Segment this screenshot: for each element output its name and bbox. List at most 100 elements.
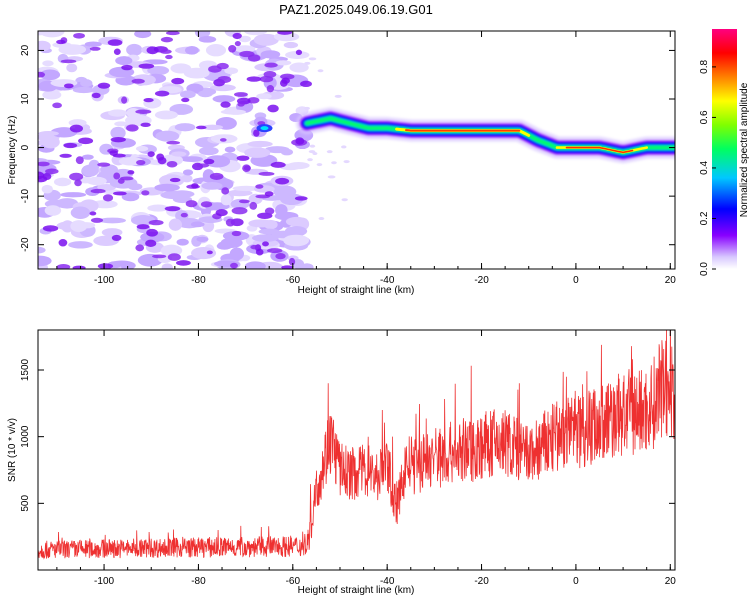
noise-blob xyxy=(110,126,126,140)
noise-blob xyxy=(84,41,102,47)
noise-blob-strong xyxy=(230,262,238,269)
noise-blob xyxy=(154,183,180,192)
noise-blob xyxy=(220,109,247,115)
noise-blob xyxy=(229,247,245,261)
noise-blob xyxy=(198,35,217,43)
noise-blob-strong xyxy=(146,228,158,237)
y-tick-label: 20 xyxy=(20,44,31,56)
snr-frame xyxy=(37,329,676,571)
noise-blob-strong xyxy=(246,76,262,82)
noise-blob-strong xyxy=(249,201,258,210)
noise-blob xyxy=(108,109,128,117)
noise-blob xyxy=(169,103,194,115)
noise-blob-strong xyxy=(231,230,242,237)
noise-blob xyxy=(170,63,192,74)
noise-blob-strong xyxy=(169,177,181,183)
noise-blob-strong xyxy=(234,92,248,97)
noise-speck xyxy=(308,57,317,61)
noise-blob xyxy=(172,195,193,204)
noise-blob xyxy=(260,50,281,59)
x-tick-label: 0 xyxy=(573,576,579,587)
snr-y-label: SNR (10 * v/v) xyxy=(7,418,18,482)
noise-blob xyxy=(114,121,128,127)
noise-blob xyxy=(44,205,62,216)
noise-blob xyxy=(115,56,133,66)
noise-blob-strong xyxy=(216,62,229,70)
noise-speck xyxy=(334,94,342,98)
x-tick-label: -40 xyxy=(380,576,395,587)
noise-blob xyxy=(283,234,310,247)
noise-blob-strong xyxy=(228,44,237,53)
noise-blob-strong xyxy=(154,90,170,97)
colorbar-tick-label: 0.0 xyxy=(699,262,710,276)
noise-blob xyxy=(126,43,143,56)
noise-blob xyxy=(191,247,217,260)
noise-blob xyxy=(81,154,94,160)
noise-blob-strong xyxy=(111,234,122,241)
noise-blob xyxy=(53,177,72,187)
spectrogram-y-label: Frequency (Hz) xyxy=(7,116,18,185)
noise-blob xyxy=(209,84,236,92)
noise-blob xyxy=(227,189,253,197)
y-tick-label: 10 xyxy=(20,93,31,105)
x-tick-label: -100 xyxy=(94,275,114,286)
noise-blob-strong xyxy=(191,183,199,189)
noise-blob xyxy=(256,93,272,100)
noise-blob-strong xyxy=(288,257,296,266)
noise-blob-strong xyxy=(264,62,278,68)
noise-blob-strong xyxy=(275,253,286,260)
x-tick-label: 0 xyxy=(573,275,579,286)
noise-blob-strong xyxy=(255,248,264,256)
noise-blob-strong xyxy=(250,244,260,250)
noise-blob-strong xyxy=(148,219,164,226)
noise-blob-strong xyxy=(166,160,178,168)
noise-blob xyxy=(134,31,152,39)
noise-speck xyxy=(304,106,310,110)
noise-blob-strong xyxy=(262,241,269,247)
noise-blob xyxy=(196,236,209,242)
noise-blob-strong xyxy=(196,163,210,168)
noise-blob-strong xyxy=(60,59,77,64)
noise-blob xyxy=(66,63,78,73)
noise-blob-strong xyxy=(200,201,213,208)
noise-blob xyxy=(251,234,279,242)
noise-blob-strong xyxy=(75,156,84,165)
noise-blob xyxy=(264,146,290,154)
noise-blob-strong xyxy=(231,207,248,215)
colorbar-tick-label: 0.4 xyxy=(699,161,710,175)
signal-trace xyxy=(256,107,675,164)
noise-blob-strong xyxy=(59,153,72,158)
noise-blob-strong xyxy=(238,199,250,204)
noise-blob xyxy=(179,90,196,99)
noise-blob xyxy=(205,44,227,57)
noise-blob xyxy=(154,110,178,120)
x-tick-label: -100 xyxy=(94,576,114,587)
noise-blob-strong xyxy=(97,263,114,269)
x-tick-label: -60 xyxy=(286,576,301,587)
noise-blob xyxy=(220,194,232,206)
noise-blob xyxy=(224,146,236,153)
noise-blob-strong xyxy=(152,254,167,259)
noise-blob xyxy=(160,154,184,166)
noise-blob-strong xyxy=(300,80,312,88)
noise-blob-strong xyxy=(52,102,62,109)
noise-blob xyxy=(244,147,271,158)
noise-blob-strong xyxy=(195,125,207,130)
noise-blob xyxy=(253,33,279,46)
noise-blob xyxy=(176,238,189,246)
noise-blob xyxy=(70,220,88,233)
x-tick-label: -60 xyxy=(286,275,301,286)
spectrogram-frame xyxy=(37,30,676,270)
noise-blob-strong xyxy=(147,151,155,157)
noise-blob xyxy=(39,31,65,38)
noise-blob-strong xyxy=(220,101,231,108)
noise-blob-strong xyxy=(90,217,104,223)
noise-blob-strong xyxy=(232,32,242,40)
y-tick-label: -10 xyxy=(20,188,31,203)
snr-x-ticks: -100 -80 -60 -40 -20 0 20 xyxy=(56,330,676,587)
noise-blob xyxy=(135,145,149,152)
noise-blob xyxy=(98,217,126,224)
colorbar-tick-label: 0.2 xyxy=(699,211,710,225)
noise-blob-strong xyxy=(89,211,97,216)
noise-blob-strong xyxy=(270,161,286,168)
